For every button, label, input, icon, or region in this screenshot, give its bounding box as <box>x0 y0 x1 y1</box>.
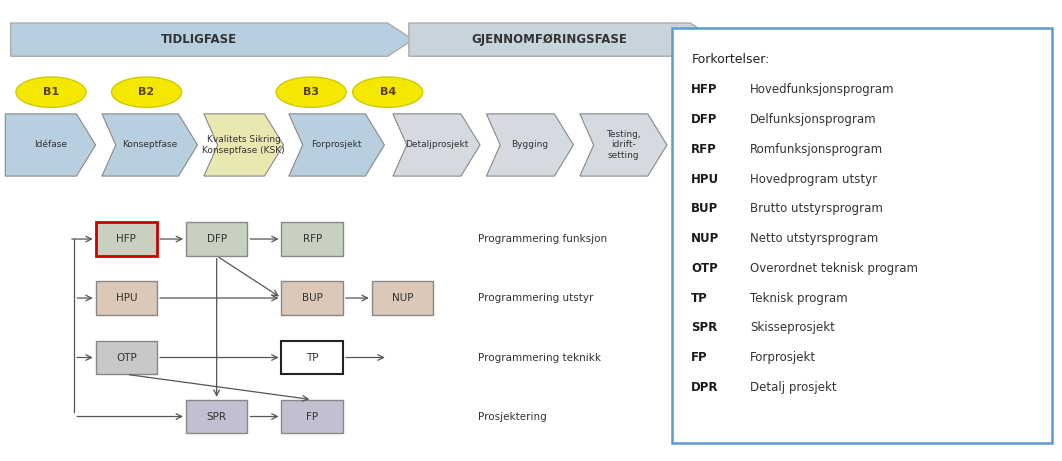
Bar <box>281 400 343 433</box>
Bar <box>96 281 157 315</box>
Bar <box>672 28 1052 443</box>
Text: RFP: RFP <box>691 143 717 156</box>
Polygon shape <box>289 114 384 176</box>
Text: TP: TP <box>691 292 708 305</box>
Text: TP: TP <box>306 353 319 362</box>
Bar <box>281 222 343 256</box>
Bar <box>372 281 433 315</box>
Circle shape <box>16 77 86 107</box>
Text: FP: FP <box>306 412 319 421</box>
Text: HFP: HFP <box>117 234 136 244</box>
Text: Testing,
idrift-
setting: Testing, idrift- setting <box>606 130 640 160</box>
Text: Kvalitets Sikring
Konseptfase (KSK): Kvalitets Sikring Konseptfase (KSK) <box>203 135 285 155</box>
Text: Delfunksjonsprogram: Delfunksjonsprogram <box>750 113 876 126</box>
Bar <box>281 281 343 315</box>
Text: Skisseprosjekt: Skisseprosjekt <box>750 321 835 334</box>
Text: OTP: OTP <box>116 353 137 362</box>
Text: OTP: OTP <box>691 262 718 275</box>
Text: Hovedprogram utstyr: Hovedprogram utstyr <box>750 173 877 186</box>
Text: HFP: HFP <box>691 83 718 96</box>
Polygon shape <box>486 114 573 176</box>
Text: B2: B2 <box>138 87 155 97</box>
Text: Konseptfase: Konseptfase <box>122 141 177 149</box>
Text: Programmering utstyr: Programmering utstyr <box>478 293 594 303</box>
Text: BUP: BUP <box>302 293 323 303</box>
Text: Netto utstyrsprogram: Netto utstyrsprogram <box>750 232 878 245</box>
Text: Detaljprosjekt: Detaljprosjekt <box>405 141 468 149</box>
Text: BUP: BUP <box>691 202 719 215</box>
Text: DFP: DFP <box>207 234 226 244</box>
Bar <box>96 341 157 374</box>
Text: Idéfase: Idéfase <box>34 141 67 149</box>
Text: DFP: DFP <box>691 113 718 126</box>
Text: B4: B4 <box>379 87 396 97</box>
Text: SPR: SPR <box>691 321 718 334</box>
Text: GJENNOMFØRINGSFASE: GJENNOMFØRINGSFASE <box>472 33 628 46</box>
Polygon shape <box>5 114 96 176</box>
Text: B1: B1 <box>42 87 59 97</box>
Polygon shape <box>580 114 667 176</box>
Text: Detalj prosjekt: Detalj prosjekt <box>750 381 837 394</box>
Circle shape <box>112 77 182 107</box>
Bar <box>281 341 343 374</box>
Text: Forkortelser:: Forkortelser: <box>691 53 770 66</box>
Text: Prosjektering: Prosjektering <box>478 412 547 421</box>
Text: NUP: NUP <box>691 232 720 245</box>
Bar <box>96 222 157 256</box>
Polygon shape <box>204 114 284 176</box>
Text: Romfunksjonsprogram: Romfunksjonsprogram <box>750 143 883 156</box>
Text: TIDLIGFASE: TIDLIGFASE <box>161 33 237 46</box>
Bar <box>186 222 247 256</box>
Text: FP: FP <box>691 351 708 364</box>
Text: HPU: HPU <box>691 173 719 186</box>
Polygon shape <box>393 114 480 176</box>
Text: HPU: HPU <box>116 293 137 303</box>
Text: Forprosjekt: Forprosjekt <box>750 351 816 364</box>
Text: Brutto utstyrsprogram: Brutto utstyrsprogram <box>750 202 883 215</box>
Polygon shape <box>11 23 413 56</box>
Text: Forprosjekt: Forprosjekt <box>311 141 362 149</box>
Circle shape <box>353 77 423 107</box>
Text: B3: B3 <box>303 87 320 97</box>
Text: Bygging: Bygging <box>512 141 548 149</box>
Bar <box>186 400 247 433</box>
Polygon shape <box>409 23 716 56</box>
Text: DPR: DPR <box>691 381 719 394</box>
Text: Overordnet teknisk program: Overordnet teknisk program <box>750 262 918 275</box>
Text: Teknisk program: Teknisk program <box>750 292 847 305</box>
Text: Programmering funksjon: Programmering funksjon <box>478 234 607 244</box>
Text: Programmering teknikk: Programmering teknikk <box>478 353 601 362</box>
Text: NUP: NUP <box>392 293 413 303</box>
Text: Hovedfunksjonsprogram: Hovedfunksjonsprogram <box>750 83 894 96</box>
Circle shape <box>276 77 346 107</box>
Text: SPR: SPR <box>207 412 226 421</box>
Polygon shape <box>102 114 198 176</box>
Text: RFP: RFP <box>303 234 322 244</box>
